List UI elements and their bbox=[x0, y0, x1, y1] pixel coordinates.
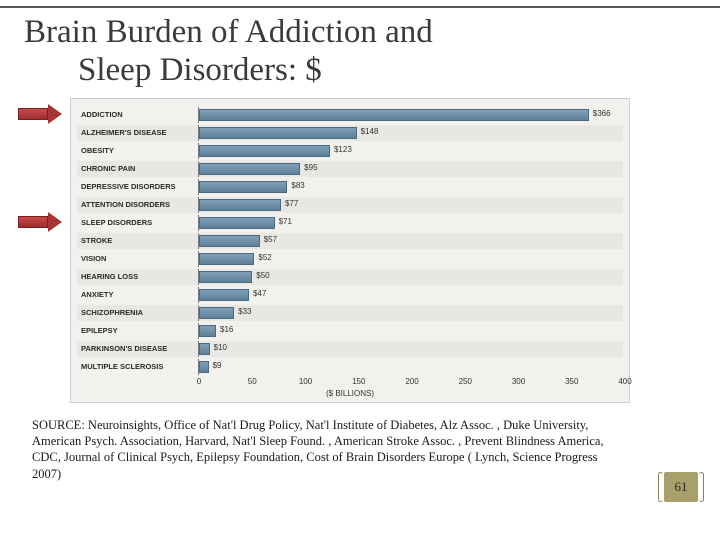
bar bbox=[199, 307, 234, 319]
chart-row: OBESITY $123 bbox=[77, 143, 623, 159]
row-label: OBESITY bbox=[77, 143, 199, 159]
chart-row: ADDICTION $366 bbox=[77, 107, 623, 123]
x-tick: 300 bbox=[512, 377, 525, 386]
row-label: SLEEP DISORDERS bbox=[77, 215, 199, 231]
x-tick: 200 bbox=[405, 377, 418, 386]
bar bbox=[199, 199, 281, 211]
bar bbox=[199, 289, 249, 301]
chart-row: MULTIPLE SCLEROSIS $9 bbox=[77, 359, 623, 375]
row-label: ATTENTION DISORDERS bbox=[77, 197, 199, 213]
chart-row: VISION $52 bbox=[77, 251, 623, 267]
chart-row: DEPRESSIVE DISORDERS $83 bbox=[77, 179, 623, 195]
bar-value: $71 bbox=[279, 217, 292, 226]
bar-value: $33 bbox=[238, 307, 251, 316]
bar bbox=[199, 343, 210, 355]
x-tick: 150 bbox=[352, 377, 365, 386]
row-track: $10 bbox=[199, 341, 623, 357]
bar-value: $57 bbox=[264, 235, 277, 244]
row-track: $71 bbox=[199, 215, 623, 231]
bar-value: $366 bbox=[593, 109, 611, 118]
bar bbox=[199, 271, 252, 283]
x-tick: 400 bbox=[618, 377, 631, 386]
title-line-2: Sleep Disorders: $ bbox=[24, 52, 322, 88]
bar bbox=[199, 163, 300, 175]
x-tick: 50 bbox=[248, 377, 257, 386]
bar bbox=[199, 361, 209, 373]
x-tick: 350 bbox=[565, 377, 578, 386]
row-label: PARKINSON'S DISEASE bbox=[77, 341, 199, 357]
chart-row: SLEEP DISORDERS $71 bbox=[77, 215, 623, 231]
page-number: 61 bbox=[675, 479, 688, 495]
row-track: $77 bbox=[199, 197, 623, 213]
row-label: HEARING LOSS bbox=[77, 269, 199, 285]
x-tick: 0 bbox=[197, 377, 201, 386]
row-label: CHRONIC PAIN bbox=[77, 161, 199, 177]
row-label: DEPRESSIVE DISORDERS bbox=[77, 179, 199, 195]
bar bbox=[199, 181, 287, 193]
chart-row: HEARING LOSS $50 bbox=[77, 269, 623, 285]
bar-value: $50 bbox=[256, 271, 269, 280]
bar-value: $77 bbox=[285, 199, 298, 208]
bar-value: $123 bbox=[334, 145, 352, 154]
row-track: $52 bbox=[199, 251, 623, 267]
row-track: $16 bbox=[199, 323, 623, 339]
source-citation: SOURCE: Neuroinsights, Office of Nat'l D… bbox=[0, 403, 720, 482]
bar-value: $148 bbox=[361, 127, 379, 136]
row-label: ANXIETY bbox=[77, 287, 199, 303]
bar bbox=[199, 253, 254, 265]
row-track: $33 bbox=[199, 305, 623, 321]
row-track: $123 bbox=[199, 143, 623, 159]
highlight-arrow-icon bbox=[18, 104, 62, 124]
row-track: $47 bbox=[199, 287, 623, 303]
chart-panel: ADDICTION $366 ALZHEIMER'S DISEASE $148 OBES… bbox=[70, 98, 630, 403]
chart-row: EPILEPSY $16 bbox=[77, 323, 623, 339]
row-label: ALZHEIMER'S DISEASE bbox=[77, 125, 199, 141]
row-track: $83 bbox=[199, 179, 623, 195]
x-tick: 250 bbox=[459, 377, 472, 386]
bar bbox=[199, 145, 330, 157]
x-tick: 100 bbox=[299, 377, 312, 386]
row-label: EPILEPSY bbox=[77, 323, 199, 339]
row-track: $148 bbox=[199, 125, 623, 141]
page-number-badge: 61 bbox=[664, 472, 698, 502]
bar bbox=[199, 325, 216, 337]
bar bbox=[199, 127, 357, 139]
bar-value: $10 bbox=[214, 343, 227, 352]
bar-value: $95 bbox=[304, 163, 317, 172]
row-label: ADDICTION bbox=[77, 107, 199, 123]
highlight-arrow-icon bbox=[18, 212, 62, 232]
row-track: $95 bbox=[199, 161, 623, 177]
bar-value: $16 bbox=[220, 325, 233, 334]
chart-row: SCHIZOPHRENIA $33 bbox=[77, 305, 623, 321]
bar-value: $52 bbox=[258, 253, 271, 262]
chart-wrapper: ADDICTION $366 ALZHEIMER'S DISEASE $148 OBES… bbox=[70, 98, 630, 403]
bar-value: $9 bbox=[213, 361, 222, 370]
row-label: MULTIPLE SCLEROSIS bbox=[77, 359, 199, 375]
bar bbox=[199, 217, 275, 229]
row-track: $57 bbox=[199, 233, 623, 249]
chart-row: ALZHEIMER'S DISEASE $148 bbox=[77, 125, 623, 141]
x-axis: 050100150200250300350400 bbox=[77, 377, 623, 391]
row-label: STROKE bbox=[77, 233, 199, 249]
row-track: $50 bbox=[199, 269, 623, 285]
chart-row: PARKINSON'S DISEASE $10 bbox=[77, 341, 623, 357]
chart-row: CHRONIC PAIN $95 bbox=[77, 161, 623, 177]
row-label: SCHIZOPHRENIA bbox=[77, 305, 199, 321]
row-track: $9 bbox=[199, 359, 623, 375]
row-track: $366 bbox=[199, 107, 623, 123]
bar bbox=[199, 109, 589, 121]
row-label: VISION bbox=[77, 251, 199, 267]
slide-title: Brain Burden of Addiction and Sleep Diso… bbox=[0, 8, 720, 94]
chart-row: STROKE $57 bbox=[77, 233, 623, 249]
chart-row: ATTENTION DISORDERS $77 bbox=[77, 197, 623, 213]
bar-value: $47 bbox=[253, 289, 266, 298]
title-line-1: Brain Burden of Addiction and bbox=[24, 14, 433, 50]
chart-row: ANXIETY $47 bbox=[77, 287, 623, 303]
bar-value: $83 bbox=[291, 181, 304, 190]
bar bbox=[199, 235, 260, 247]
